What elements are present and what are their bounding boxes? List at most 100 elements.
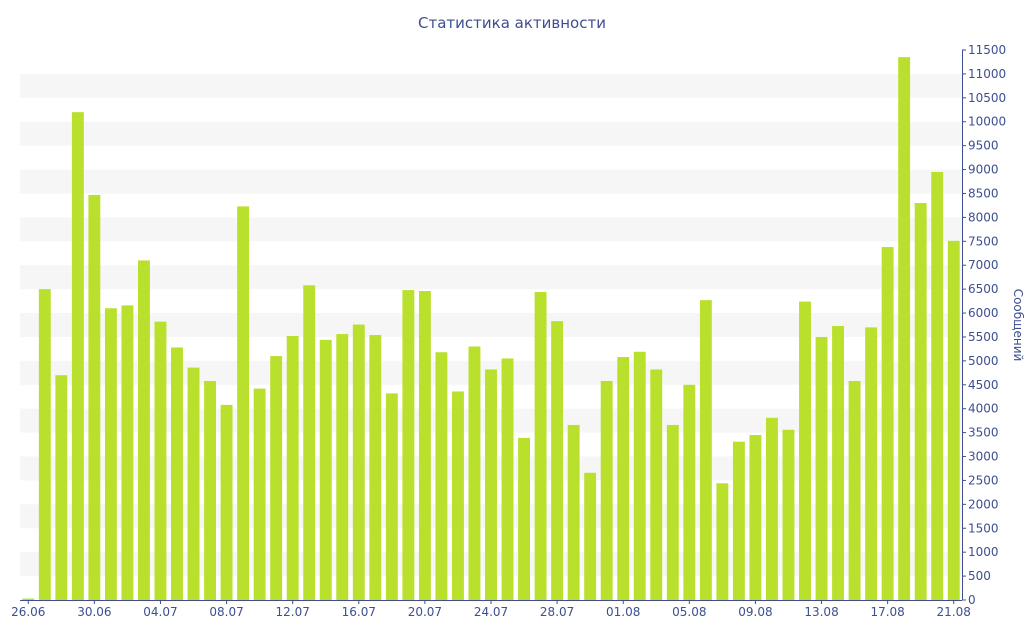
bar[interactable]	[71, 112, 84, 601]
bar[interactable]	[319, 339, 332, 600]
y-tick-label: 2000	[968, 497, 999, 511]
bar[interactable]	[865, 327, 878, 600]
bar[interactable]	[551, 321, 564, 600]
bar-series	[22, 57, 960, 601]
y-tick-label: 9500	[968, 139, 999, 153]
bar[interactable]	[286, 336, 299, 600]
grid-band	[20, 217, 962, 242]
bar[interactable]	[716, 483, 729, 600]
y-tick-label: 3000	[968, 450, 999, 464]
y-tick-label: 4500	[968, 378, 999, 392]
bar[interactable]	[732, 441, 745, 600]
bar[interactable]	[567, 424, 580, 600]
y-tick-label: 11500	[968, 43, 1006, 57]
bar[interactable]	[104, 308, 117, 600]
grid-band	[20, 265, 962, 290]
y-tick-label: 2500	[968, 473, 999, 487]
grid-band	[20, 313, 962, 337]
x-tick-label: 01.08	[606, 605, 640, 619]
bar[interactable]	[600, 380, 613, 600]
bar[interactable]	[220, 404, 233, 600]
x-tick-label: 26.06	[11, 605, 45, 619]
bar[interactable]	[452, 391, 464, 600]
bar[interactable]	[468, 346, 481, 600]
y-tick-label: 10000	[968, 115, 1006, 129]
bar[interactable]	[832, 325, 844, 600]
bar[interactable]	[204, 380, 216, 600]
grid-band	[20, 73, 962, 98]
bar[interactable]	[352, 324, 365, 600]
bar[interactable]	[815, 336, 828, 600]
bar[interactable]	[947, 240, 960, 600]
y-tick-label: 9000	[968, 163, 999, 177]
bar[interactable]	[931, 171, 944, 600]
y-axis-title: Сообщений	[1011, 289, 1024, 362]
x-tick-label: 04.07	[143, 605, 177, 619]
bar[interactable]	[633, 351, 646, 600]
y-tick-label: 5500	[968, 330, 999, 344]
y-tick-label: 6000	[968, 306, 999, 320]
x-tick-label: 08.07	[209, 605, 243, 619]
bar[interactable]	[55, 375, 68, 600]
bar[interactable]	[336, 334, 349, 600]
bar[interactable]	[617, 357, 630, 600]
y-tick-label: 1000	[968, 545, 999, 559]
bar[interactable]	[154, 321, 167, 600]
bar[interactable]	[485, 369, 497, 600]
bar[interactable]	[418, 291, 431, 600]
bar[interactable]	[385, 393, 398, 600]
bar[interactable]	[749, 435, 762, 600]
bar[interactable]	[402, 290, 415, 600]
bar[interactable]	[650, 369, 663, 600]
bar[interactable]	[881, 247, 894, 601]
bar[interactable]	[38, 289, 51, 600]
x-axis: 26.06 30.06 04.07 08.07 12.07 16.07 20.07 24.07…	[11, 600, 971, 619]
bar[interactable]	[782, 429, 795, 600]
y-tick-label: 6500	[968, 282, 999, 296]
y-tick-label: 500	[968, 569, 991, 583]
bar[interactable]	[914, 203, 927, 601]
bar[interactable]	[22, 598, 35, 600]
bar[interactable]	[799, 301, 811, 600]
bar[interactable]	[898, 57, 911, 601]
bar[interactable]	[369, 335, 382, 600]
y-tick-label: 7500	[968, 234, 999, 248]
bar[interactable]	[187, 367, 200, 600]
x-tick-label: 05.08	[672, 605, 706, 619]
bar[interactable]	[683, 384, 696, 600]
bar[interactable]	[501, 358, 514, 600]
bar[interactable]	[584, 472, 597, 600]
bar[interactable]	[666, 424, 679, 600]
bar[interactable]	[121, 305, 134, 600]
y-tick-label: 1500	[968, 521, 999, 535]
y-tick-label: 8000	[968, 210, 999, 224]
x-tick-label: 20.07	[408, 605, 442, 619]
x-tick-label: 17.08	[870, 605, 904, 619]
x-tick-label: 28.07	[540, 605, 574, 619]
bar[interactable]	[699, 300, 712, 600]
grid-band	[20, 121, 962, 146]
x-tick-label: 09.08	[738, 605, 772, 619]
x-tick-label: 30.06	[77, 605, 111, 619]
bar[interactable]	[171, 347, 183, 600]
bar[interactable]	[848, 380, 861, 600]
grid-band	[20, 169, 962, 194]
y-tick-label: 8500	[968, 186, 999, 200]
bar[interactable]	[270, 356, 283, 600]
bar[interactable]	[518, 437, 530, 600]
x-tick-label: 13.08	[804, 605, 838, 619]
bar[interactable]	[766, 417, 778, 600]
y-tick-label: 3500	[968, 426, 999, 440]
bar[interactable]	[253, 388, 266, 600]
bar[interactable]	[237, 206, 250, 600]
y-tick-label: 5000	[968, 354, 999, 368]
bar[interactable]	[303, 285, 316, 600]
bar[interactable]	[88, 194, 101, 600]
bar[interactable]	[138, 260, 150, 600]
bar[interactable]	[435, 352, 448, 600]
bar[interactable]	[534, 292, 547, 600]
y-tick-label: 11000	[968, 67, 1006, 81]
y-tick-label: 4000	[968, 402, 999, 416]
